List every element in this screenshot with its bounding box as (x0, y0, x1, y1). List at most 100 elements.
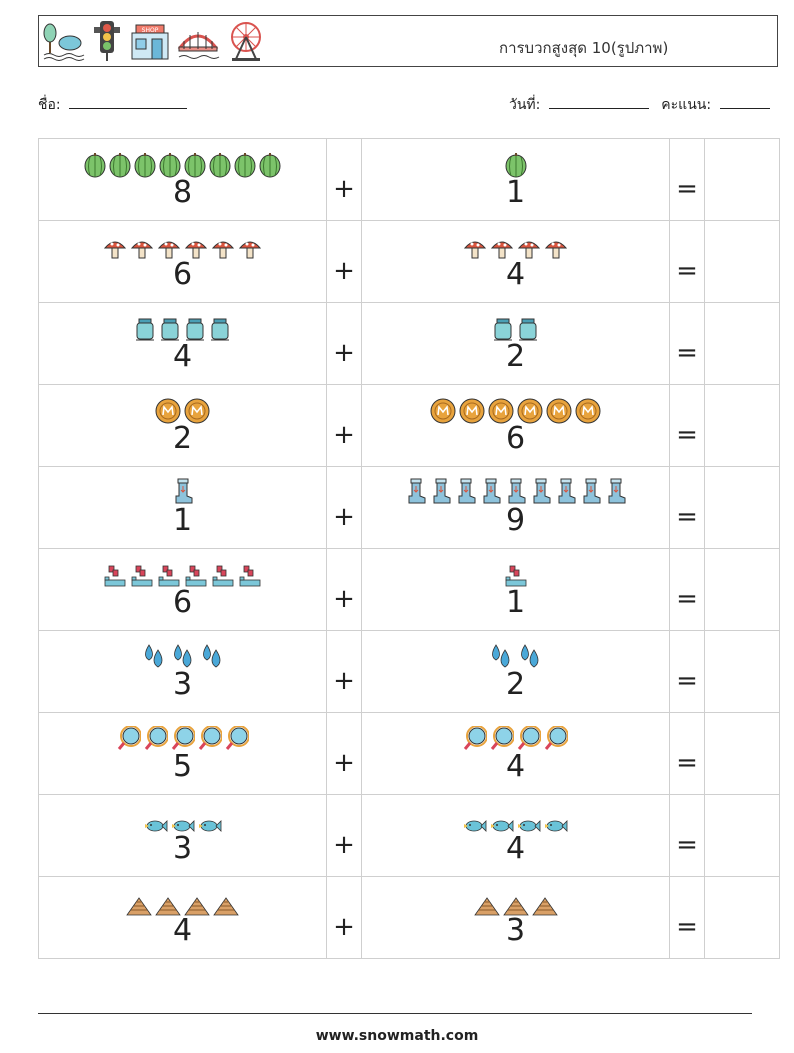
blocks-icon (211, 564, 235, 588)
watermelon-icon (184, 152, 206, 178)
magnifier-icon (463, 726, 487, 752)
answer-cell[interactable] (704, 712, 780, 795)
addend-a-cell: 6 (38, 548, 327, 631)
date-field: วันที่: คะแนน: (509, 94, 770, 116)
answer-cell[interactable] (704, 138, 780, 221)
coin-icon (155, 398, 181, 424)
addend-b: 4 (505, 749, 526, 784)
equals-cell: = (669, 876, 705, 959)
problem-row: 8 +1 = (38, 138, 780, 221)
equals-cell: = (669, 712, 705, 795)
plus-cell: + (326, 876, 362, 959)
problem-row: 3 +4 = (38, 794, 780, 877)
equals-cell: = (669, 794, 705, 877)
plus-sign: + (333, 174, 355, 204)
coin-icon (430, 398, 456, 424)
answer-cell[interactable] (704, 466, 780, 549)
problem-row: 4 +2 = (38, 302, 780, 385)
date-line[interactable] (548, 94, 649, 109)
addend-a-cell: 3 (38, 794, 327, 877)
water-drops-icon (170, 642, 196, 670)
problems-table: 8 +1 = 6 +4 = 4 +2 = 2 +6 = 1 +9 = 6 +1 = 3 +2 = 5 +4 = 3 +4 = 4 +3 = (38, 138, 780, 959)
addend-b-cell: 6 (361, 384, 670, 467)
svg-text:SHOP: SHOP (142, 27, 159, 34)
plus-cell: + (326, 220, 362, 303)
fish-icon (144, 818, 168, 834)
coin-icon (546, 398, 572, 424)
equals-sign: = (676, 174, 698, 204)
score-label: คะแนน: (661, 97, 712, 113)
pyramid-icon (531, 896, 558, 916)
blocks-icon (130, 564, 154, 588)
water-drops-icon (488, 642, 514, 670)
addend-b-pictures (362, 233, 669, 260)
answer-cell[interactable] (704, 548, 780, 631)
boot-icon (605, 478, 627, 506)
watermelon-icon (209, 152, 231, 178)
magnifier-icon (198, 726, 222, 752)
watermelon-icon (159, 152, 181, 178)
addend-a-cell: 4 (38, 876, 327, 959)
equals-cell: = (669, 138, 705, 221)
addend-a-cell: 4 (38, 302, 327, 385)
fish-icon (463, 818, 487, 834)
equals-sign: = (676, 748, 698, 778)
addend-b: 4 (505, 831, 526, 866)
magnifier-icon (117, 726, 141, 752)
addend-b-pictures (362, 397, 669, 424)
score-line[interactable] (719, 94, 770, 109)
addend-b: 3 (505, 913, 526, 948)
jar-icon (134, 316, 156, 342)
addend-b: 9 (505, 503, 526, 538)
answer-cell[interactable] (704, 220, 780, 303)
answer-cell[interactable] (704, 384, 780, 467)
addend-b-pictures (362, 643, 669, 670)
addend-b-pictures (362, 561, 669, 588)
mushroom-icon (157, 236, 181, 260)
pyramid-icon (126, 896, 152, 916)
jar-icon (517, 316, 539, 342)
boot-icon (455, 478, 477, 506)
plus-cell: + (326, 138, 362, 221)
boot-icon (172, 478, 194, 506)
answer-cell[interactable] (704, 302, 780, 385)
addend-b-pictures (362, 807, 669, 834)
name-line[interactable] (69, 94, 188, 109)
addend-b-cell: 4 (361, 712, 670, 795)
boot-icon (430, 478, 452, 506)
answer-cell[interactable] (704, 794, 780, 877)
addend-a: 5 (172, 749, 193, 784)
jar-icon (209, 316, 231, 342)
addend-b: 6 (505, 421, 526, 456)
equals-sign: = (676, 666, 698, 696)
plus-sign: + (333, 748, 355, 778)
addend-a-cell: 1 (38, 466, 327, 549)
blocks-icon (504, 564, 528, 588)
equals-sign: = (676, 584, 698, 614)
water-drops-icon (199, 642, 225, 670)
addend-a-pictures (39, 478, 326, 506)
answer-cell[interactable] (704, 876, 780, 959)
mushroom-icon (463, 236, 487, 260)
addend-a-cell: 3 (38, 630, 327, 713)
pyramid-icon (155, 896, 181, 916)
equals-cell: = (669, 220, 705, 303)
equals-sign: = (676, 912, 698, 942)
plus-sign: + (333, 256, 355, 286)
watermelon-icon (84, 152, 106, 178)
equals-sign: = (676, 502, 698, 532)
name-label: ชื่อ: (38, 97, 61, 113)
addend-b-pictures (362, 315, 669, 342)
pyramid-icon (502, 896, 529, 916)
plus-cell: + (326, 302, 362, 385)
coin-icon (184, 398, 210, 424)
fish-icon (517, 818, 541, 834)
addend-a: 6 (172, 257, 193, 292)
blocks-icon (103, 564, 127, 588)
bridge-icon (177, 32, 220, 59)
problem-row: 5 +4 = (38, 712, 780, 795)
addend-b-cell: 4 (361, 220, 670, 303)
addend-a-pictures (39, 397, 326, 424)
addend-b-cell: 2 (361, 630, 670, 713)
answer-cell[interactable] (704, 630, 780, 713)
